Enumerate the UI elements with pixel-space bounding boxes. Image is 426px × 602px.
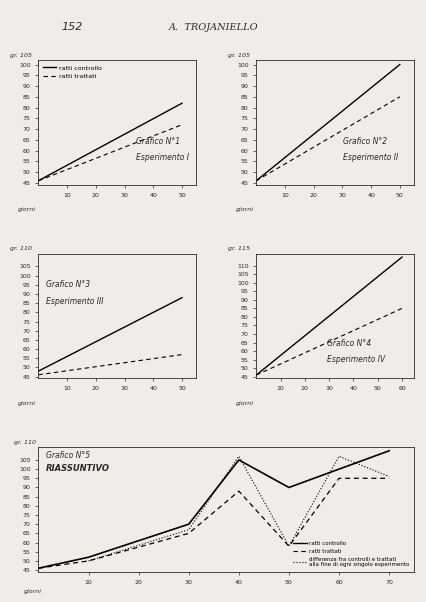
- Text: Grafico N°2: Grafico N°2: [343, 137, 386, 146]
- Text: gr. 105: gr. 105: [227, 53, 249, 58]
- Text: gr. 110: gr. 110: [10, 246, 32, 251]
- Text: giorni: giorni: [18, 401, 36, 406]
- Text: Esperimento I: Esperimento I: [136, 153, 189, 162]
- Text: giorni: giorni: [235, 401, 253, 406]
- Text: Grafico N°4: Grafico N°4: [327, 339, 371, 348]
- Text: Grafico N°1: Grafico N°1: [136, 137, 180, 146]
- Text: gr. 115: gr. 115: [227, 246, 249, 251]
- Text: Esperimento III: Esperimento III: [46, 297, 104, 306]
- Text: RIASSUNTIVO: RIASSUNTIVO: [46, 464, 109, 473]
- Text: giorni: giorni: [18, 208, 36, 213]
- Text: Esperimento II: Esperimento II: [343, 153, 397, 162]
- Legend: ratti controllo, ratti trattati: ratti controllo, ratti trattati: [41, 63, 104, 81]
- Text: 152: 152: [62, 22, 83, 32]
- Text: A.  TROJANIELLO: A. TROJANIELLO: [168, 23, 258, 31]
- Text: gr. 110: gr. 110: [14, 439, 36, 445]
- Text: giorni: giorni: [23, 589, 41, 594]
- Legend: ratti controllo, ratti trattati, differenza fra controlli e trattati
alla fine d: ratti controllo, ratti trattati, differe…: [291, 539, 410, 569]
- Text: gr. 105: gr. 105: [10, 53, 32, 58]
- Text: Esperimento IV: Esperimento IV: [327, 355, 385, 364]
- Text: Grafico N°5: Grafico N°5: [46, 452, 90, 461]
- Text: giorni: giorni: [235, 208, 253, 213]
- Text: Grafico N°3: Grafico N°3: [46, 281, 90, 290]
